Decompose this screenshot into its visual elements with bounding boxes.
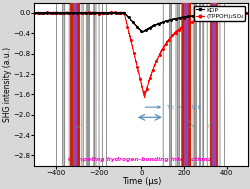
- Circle shape: [214, 0, 216, 189]
- Text: Competing hydrogen-bonding interactions: Competing hydrogen-bonding interactions: [67, 157, 210, 162]
- Circle shape: [73, 0, 75, 189]
- Y-axis label: SHG intensity (a.u.): SHG intensity (a.u.): [3, 47, 12, 122]
- Circle shape: [73, 0, 76, 189]
- Legend: KDP, (TPPOH)₂SO₄: KDP, (TPPOH)₂SO₄: [193, 6, 244, 21]
- Circle shape: [181, 0, 183, 189]
- Circle shape: [70, 0, 73, 189]
- Circle shape: [184, 0, 187, 189]
- Circle shape: [212, 0, 214, 189]
- Text: Tᴄ = 419 K: Tᴄ = 419 K: [144, 105, 201, 110]
- Circle shape: [183, 0, 186, 189]
- Circle shape: [77, 0, 79, 189]
- Circle shape: [210, 0, 212, 189]
- Circle shape: [212, 0, 215, 189]
- X-axis label: Time (μs): Time (μs): [121, 177, 160, 186]
- Circle shape: [186, 0, 188, 189]
- Circle shape: [188, 0, 190, 189]
- Circle shape: [75, 0, 77, 189]
